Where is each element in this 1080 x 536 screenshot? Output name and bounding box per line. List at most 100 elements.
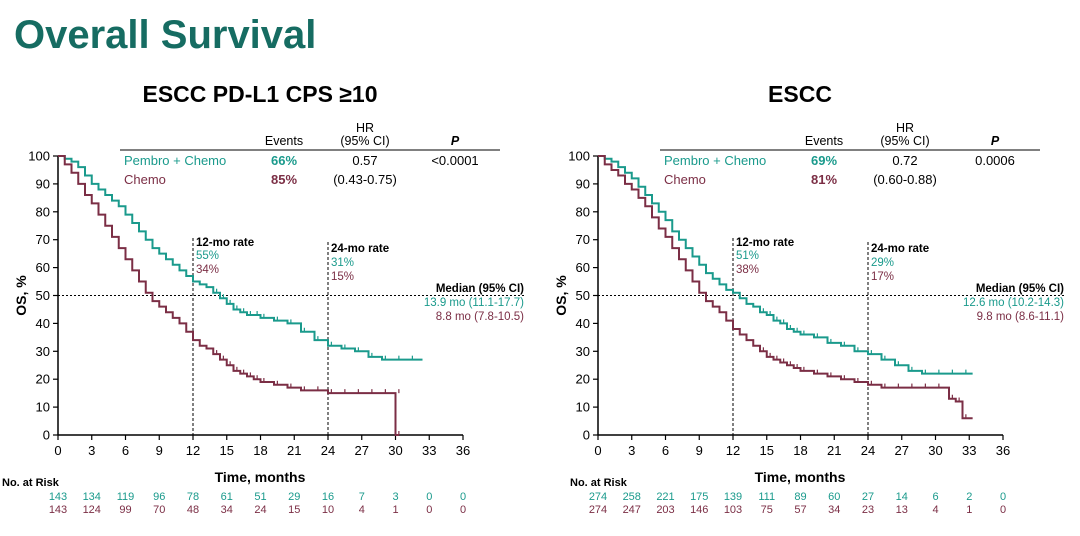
risk-count-pembro: 27 — [862, 491, 874, 503]
header-hr: HR — [896, 121, 914, 135]
x-axis-label: Time, months — [755, 469, 846, 485]
risk-count-pembro: 78 — [187, 491, 199, 503]
y-tick-label: 100 — [568, 149, 590, 164]
rate12-chemo: 38% — [736, 264, 759, 276]
risk-count-pembro: 274 — [589, 491, 607, 503]
risk-count-pembro: 14 — [896, 491, 908, 503]
risk-count-pembro: 111 — [758, 491, 775, 503]
risk-table-title: No. at Risk — [570, 477, 628, 489]
y-tick-label: 100 — [28, 149, 50, 164]
risk-count-pembro: 96 — [153, 491, 165, 503]
risk-count-chemo: 274 — [589, 504, 607, 516]
events-chemo: 81% — [811, 172, 837, 187]
km-plot-escc: ESCC Events HR(95% CI) P Pembro + Chemo 69% 0.… — [553, 81, 1065, 516]
risk-count-chemo: 34 — [828, 504, 840, 516]
risk-count-chemo: 0 — [426, 504, 432, 516]
x-tick-label: 9 — [696, 443, 703, 458]
x-tick-label: 21 — [827, 443, 841, 458]
risk-count-chemo: 34 — [221, 504, 233, 516]
x-tick-label: 0 — [594, 443, 601, 458]
y-tick-label: 10 — [36, 400, 50, 415]
header-ci: (95% CI) — [340, 134, 389, 148]
median-pembro: 12.6 mo (10.2-14.3) — [963, 297, 1064, 309]
rate24-chemo: 17% — [871, 271, 894, 283]
y-tick-label: 90 — [576, 176, 590, 191]
y-tick-label: 60 — [36, 260, 50, 275]
risk-count-chemo: 23 — [862, 504, 874, 516]
risk-count-pembro: 119 — [117, 491, 135, 503]
legend-pembro: Pembro + Chemo — [664, 153, 766, 168]
x-tick-label: 9 — [156, 443, 163, 458]
y-tick-label: 90 — [36, 176, 50, 191]
x-tick-label: 30 — [388, 443, 402, 458]
km-curve-chemo — [598, 155, 973, 420]
risk-count-pembro: 0 — [426, 491, 432, 503]
x-tick-label: 33 — [962, 443, 976, 458]
x-tick-label: 15 — [220, 443, 234, 458]
y-tick-label: 50 — [36, 288, 50, 303]
km-curve-chemo — [58, 155, 399, 436]
x-axis-label: Time, months — [215, 469, 306, 485]
risk-table-title: No. at Risk — [2, 477, 60, 489]
risk-count-pembro: 16 — [322, 491, 334, 503]
risk-count-pembro: 143 — [49, 491, 67, 503]
x-tick-label: 30 — [928, 443, 942, 458]
risk-count-chemo: 143 — [49, 504, 67, 516]
y-tick-label: 70 — [36, 232, 50, 247]
median-title: Median (95% CI) — [976, 283, 1064, 295]
rate12-title: 12-mo rate — [196, 237, 254, 249]
median-chemo: 9.8 mo (8.6-11.1) — [977, 311, 1065, 323]
events-pembro: 66% — [271, 153, 297, 168]
x-tick-label: 18 — [253, 443, 267, 458]
x-tick-label: 27 — [355, 443, 369, 458]
x-tick-label: 24 — [861, 443, 875, 458]
hr-ci-value: (0.60-0.88) — [873, 172, 937, 187]
header-p: P — [451, 134, 460, 148]
hr-ci-value: (0.43-0.75) — [333, 172, 397, 187]
risk-count-chemo: 146 — [690, 504, 708, 516]
legend-chemo: Chemo — [664, 172, 706, 187]
risk-count-chemo: 70 — [153, 504, 165, 516]
risk-count-pembro: 89 — [794, 491, 806, 503]
y-tick-label: 40 — [36, 316, 50, 331]
risk-count-chemo: 15 — [288, 504, 300, 516]
median-chemo: 8.8 mo (7.8-10.5) — [436, 311, 524, 323]
rate24-chemo: 15% — [331, 271, 354, 283]
x-tick-label: 15 — [760, 443, 774, 458]
risk-count-chemo: 4 — [359, 504, 365, 516]
risk-count-chemo: 103 — [724, 504, 742, 516]
legend-pembro: Pembro + Chemo — [124, 153, 226, 168]
y-axis-label: OS, % — [13, 275, 29, 316]
chart-title: ESCC PD-L1 CPS ≥10 — [142, 81, 377, 107]
header-ci: (95% CI) — [880, 134, 929, 148]
y-tick-label: 20 — [576, 372, 590, 387]
rate24-pembro: 31% — [331, 257, 354, 269]
risk-count-chemo: 1 — [966, 504, 972, 516]
y-tick-label: 40 — [576, 316, 590, 331]
x-tick-label: 27 — [895, 443, 909, 458]
risk-count-chemo: 247 — [623, 504, 641, 516]
y-tick-label: 70 — [576, 232, 590, 247]
risk-count-pembro: 61 — [221, 491, 233, 503]
risk-count-pembro: 6 — [932, 491, 938, 503]
y-tick-label: 0 — [583, 428, 590, 443]
risk-count-chemo: 1 — [392, 504, 398, 516]
events-pembro: 69% — [811, 153, 837, 168]
y-tick-label: 30 — [36, 344, 50, 359]
rate12-chemo: 34% — [196, 264, 219, 276]
risk-count-pembro: 134 — [83, 491, 101, 503]
risk-count-chemo: 10 — [322, 504, 334, 516]
km-curve-pembro — [598, 155, 973, 375]
rate24-title: 24-mo rate — [331, 243, 389, 255]
x-tick-label: 33 — [422, 443, 436, 458]
rate24-title: 24-mo rate — [871, 243, 929, 255]
y-tick-label: 60 — [576, 260, 590, 275]
km-chart-pdl1: ESCC PD-L1 CPS ≥10 Events HR (95% CI) P Pembr… — [0, 76, 540, 536]
risk-count-chemo: 203 — [656, 504, 674, 516]
risk-count-chemo: 124 — [83, 504, 101, 516]
x-tick-label: 36 — [456, 443, 470, 458]
rate24-pembro: 29% — [871, 257, 894, 269]
risk-count-pembro: 258 — [623, 491, 641, 503]
y-axis-label: OS, % — [553, 275, 569, 316]
median-title: Median (95% CI) — [436, 283, 524, 295]
